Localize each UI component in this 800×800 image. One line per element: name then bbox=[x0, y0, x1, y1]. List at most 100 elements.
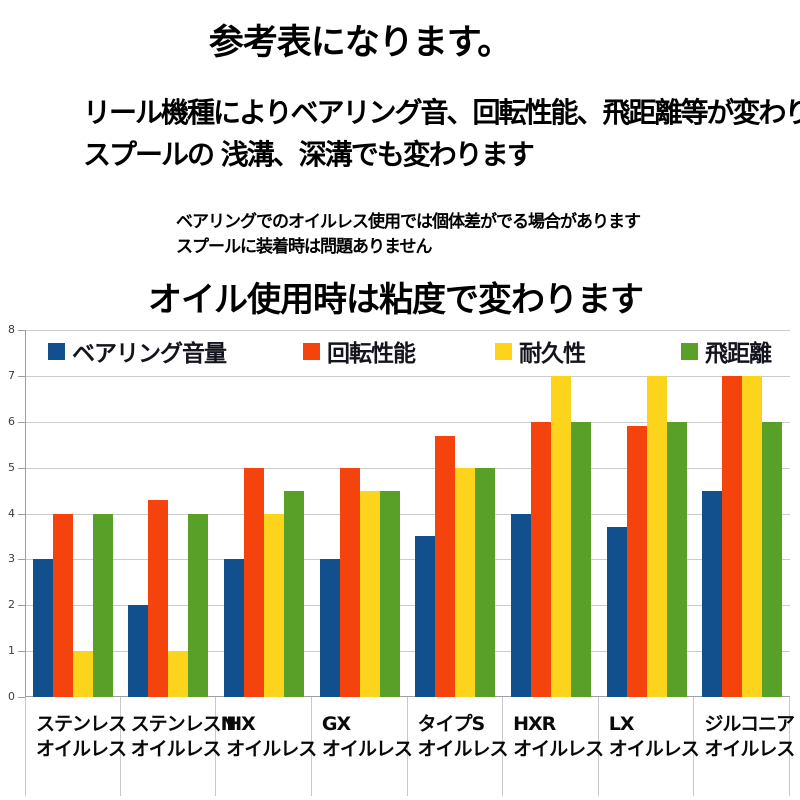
bar bbox=[52, 513, 73, 697]
x-axis-line bbox=[25, 696, 790, 697]
category-label-line2: オイルレス bbox=[513, 738, 604, 760]
bar bbox=[435, 435, 456, 697]
y-axis-label: 5 bbox=[8, 460, 15, 474]
intro-line-1: リール機種によりベアリング音、回転性能、飛距離等が変わります。 bbox=[83, 96, 800, 129]
legend-swatch-icon bbox=[495, 342, 512, 360]
bar bbox=[188, 513, 209, 697]
category-label-line2: オイルレス bbox=[321, 738, 413, 760]
y-axis-label: 8 bbox=[8, 323, 15, 336]
y-axis-tick bbox=[18, 605, 25, 607]
y-axis-tick bbox=[18, 421, 25, 423]
y-axis-tick bbox=[18, 559, 25, 561]
y-axis-tick bbox=[18, 467, 25, 469]
legend-label: 耐久性 bbox=[519, 341, 586, 367]
y-axis-tick bbox=[18, 330, 25, 331]
bar bbox=[455, 467, 476, 697]
legend-item: ベアリング音量 bbox=[48, 334, 227, 368]
legend-swatch-icon bbox=[681, 342, 698, 360]
bar bbox=[742, 375, 763, 697]
bar bbox=[666, 421, 687, 697]
y-axis-label: 4 bbox=[8, 506, 15, 520]
bar bbox=[510, 513, 531, 697]
bar bbox=[415, 536, 436, 697]
y-axis-tick bbox=[18, 697, 25, 698]
category-label-line2: オイルレス bbox=[417, 738, 509, 760]
plot-area bbox=[25, 330, 790, 697]
chart-legend: ベアリング音量 回転性能 耐久性 飛距離 bbox=[40, 331, 790, 368]
bar bbox=[722, 375, 743, 697]
bar bbox=[379, 490, 400, 697]
legend-label: ベアリング音量 bbox=[72, 341, 227, 367]
chart-subtitle: オイル使用時は粘度で変わります bbox=[148, 280, 644, 320]
bar bbox=[570, 421, 591, 697]
category-label: ステンレスオイルレス bbox=[25, 697, 127, 796]
category-label-line1: タイプS bbox=[417, 713, 486, 735]
gridline bbox=[25, 513, 790, 515]
y-axis-label: 7 bbox=[8, 368, 15, 382]
legend-item: 耐久性 bbox=[495, 334, 586, 368]
category-label: HXR オイルレス bbox=[503, 697, 604, 796]
bar bbox=[762, 421, 783, 697]
bar bbox=[284, 490, 305, 697]
category-label-line1: HXR bbox=[513, 713, 556, 735]
y-axis-label: 1 bbox=[8, 644, 15, 658]
category-label-line2: オイルレス bbox=[36, 738, 127, 760]
y-axis-label: 2 bbox=[8, 598, 15, 612]
category-label-line2: オイルレス bbox=[704, 738, 795, 760]
bar bbox=[244, 467, 265, 697]
category-label-line2: オイルレス bbox=[608, 738, 700, 760]
category-label: タイプS オイルレス bbox=[408, 697, 509, 796]
x-axis-labels: ステンレス オイルレス ステンレスN オイルレス HX オイルレス GX オイルレス タイプS オ… bbox=[25, 697, 795, 796]
y-axis-line bbox=[25, 330, 26, 698]
legend-swatch-icon bbox=[48, 342, 65, 360]
legend-swatch-icon bbox=[303, 342, 320, 360]
bar bbox=[264, 513, 285, 697]
bar bbox=[319, 559, 340, 697]
category-label-line1: GX bbox=[321, 713, 351, 735]
bar bbox=[626, 426, 647, 697]
bar bbox=[72, 651, 93, 697]
bar bbox=[92, 513, 113, 697]
category-label-line1: ステンレスN bbox=[130, 713, 237, 735]
legend-item: 回転性能 bbox=[303, 334, 416, 368]
bar bbox=[224, 559, 245, 697]
note-text: ベアリングでのオイルレス使用では個体差がでる場合があります スプールに装着時は問… bbox=[176, 210, 641, 260]
note-line-1: ベアリングでのオイルレス使用では個体差がでる場合があります bbox=[176, 212, 641, 232]
page-title: 参考表になります。 bbox=[208, 23, 513, 63]
bar bbox=[168, 651, 189, 697]
bar bbox=[606, 527, 627, 697]
bar bbox=[339, 467, 360, 697]
intro-text: リール機種によりベアリング音、回転性能、飛距離等が変わります。 スプールの 浅溝… bbox=[83, 92, 800, 176]
category-label: HX オイルレス bbox=[216, 697, 317, 796]
category-label-line1: ステンレス bbox=[36, 713, 127, 735]
bar bbox=[550, 375, 571, 697]
bar bbox=[148, 499, 169, 697]
y-axis-label: 6 bbox=[8, 414, 15, 428]
y-axis-tick bbox=[18, 375, 25, 377]
y-axis-label: 0 bbox=[8, 690, 15, 703]
legend-label: 飛距離 bbox=[705, 341, 772, 367]
bar bbox=[32, 559, 53, 697]
gridline bbox=[25, 605, 790, 607]
y-axis-tick bbox=[18, 513, 25, 515]
bar bbox=[128, 605, 149, 697]
bar bbox=[359, 490, 380, 697]
legend-item: 飛距離 bbox=[681, 334, 772, 368]
category-label-line1: ジルコニア bbox=[704, 713, 795, 735]
gridline bbox=[25, 375, 790, 377]
bar bbox=[646, 375, 667, 697]
gridline bbox=[25, 330, 790, 331]
note-line-2: スプールに装着時は問題ありません bbox=[176, 237, 433, 257]
category-label-line2: オイルレス bbox=[130, 738, 222, 760]
category-label-line2: オイルレス bbox=[226, 738, 317, 760]
gridline bbox=[25, 421, 790, 423]
bar bbox=[702, 490, 723, 697]
legend-label: 回転性能 bbox=[327, 341, 416, 367]
category-label: GX オイルレス bbox=[312, 697, 413, 796]
intro-line-2: スプールの 浅溝、深溝でも変わります bbox=[83, 138, 535, 171]
category-label: ジルコニアオイルレス bbox=[694, 697, 795, 796]
gridline bbox=[25, 559, 790, 561]
y-axis-label: 3 bbox=[8, 552, 15, 566]
